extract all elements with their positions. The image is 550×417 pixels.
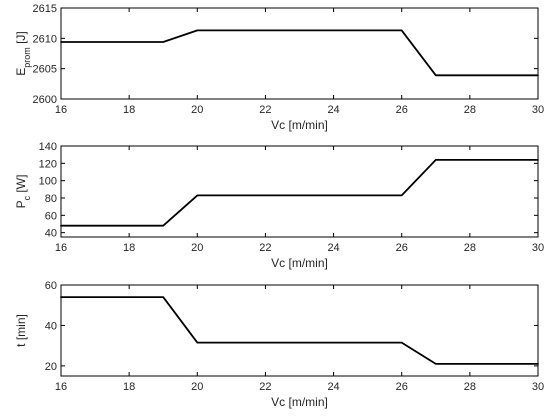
x-tick-label: 22 [259,104,271,116]
y-tick-label: 100 [39,176,57,188]
y-axis-label-main: E [14,68,28,76]
x-tick-label: 20 [191,242,203,254]
x-axis-label: Vc [m/min] [271,395,328,409]
chart-panel-3: 16 18 20 22 24 26 28 30 20 40 60 Vc [m/min] t [min] [14,280,544,409]
x-tick-label: 20 [191,104,203,116]
x-tick-label: 22 [259,242,271,254]
plot-area-1 [60,7,539,100]
series-line-2 [60,158,539,227]
x-tick-label: 26 [396,104,408,116]
y-tick-label: 2610 [33,33,57,45]
x-tick-label: 20 [191,381,203,393]
y-axis-label: t [min] [14,314,28,347]
x-tick-label: 26 [396,242,408,254]
x-tick-label: 30 [532,242,544,254]
y-axis-label-unit: [J] [14,31,28,47]
x-tick-label: 16 [55,104,67,116]
y-axis-label-sub: c [22,195,32,200]
x-tick-label: 24 [327,242,339,254]
x-tick-label: 28 [464,381,476,393]
chart-panel-2: 16 18 20 22 24 26 28 30 40 60 80 100 120 140 Vc [m/min… [14,141,544,270]
y-axis-label-sub: prom [22,47,32,68]
y-tick-label: 20 [45,361,57,373]
x-tick-label: 28 [464,242,476,254]
x-tick-label: 22 [259,381,271,393]
x-axis-label: Vc [m/min] [271,118,328,132]
y-tick-label: 60 [45,210,57,222]
y-tick-label: 2605 [33,64,57,76]
y-tick-label: 120 [39,158,57,170]
x-tick-label: 18 [123,104,135,116]
y-tick-label: 80 [45,193,57,205]
chart-panel-1: 16 18 20 22 24 26 28 30 2600 2605 2610 2615 Vc [m/mi… [14,3,544,132]
y-axis-label-main: P [14,200,28,208]
y-tick-label: 40 [45,320,57,332]
x-tick-label: 30 [532,104,544,116]
x-tick-label: 26 [396,381,408,393]
x-tick-label: 28 [464,104,476,116]
plot-area-2 [60,145,539,238]
y-tick-label: 60 [45,280,57,292]
y-tick-label: 2600 [33,94,57,106]
x-tick-label: 24 [327,381,339,393]
y-axis-label: Pc [W] [14,175,32,209]
x-tick-label: 18 [123,242,135,254]
y-axis-label: Eprom [J] [14,31,32,76]
x-tick-label: 16 [55,242,67,254]
x-tick-label: 16 [55,381,67,393]
series-line-3 [60,296,539,365]
y-tick-label: 140 [39,141,57,153]
y-axis-label-main: t [min] [14,314,28,347]
plot-area-3 [60,284,539,377]
y-tick-label: 40 [45,228,57,240]
x-axis-label: Vc [m/min] [271,256,328,270]
x-tick-label: 24 [327,104,339,116]
y-axis-label-unit: [W] [14,175,28,196]
x-tick-label: 18 [123,381,135,393]
series-line-1 [60,29,539,77]
y-tick-label: 2615 [33,3,57,15]
x-tick-label: 30 [532,381,544,393]
